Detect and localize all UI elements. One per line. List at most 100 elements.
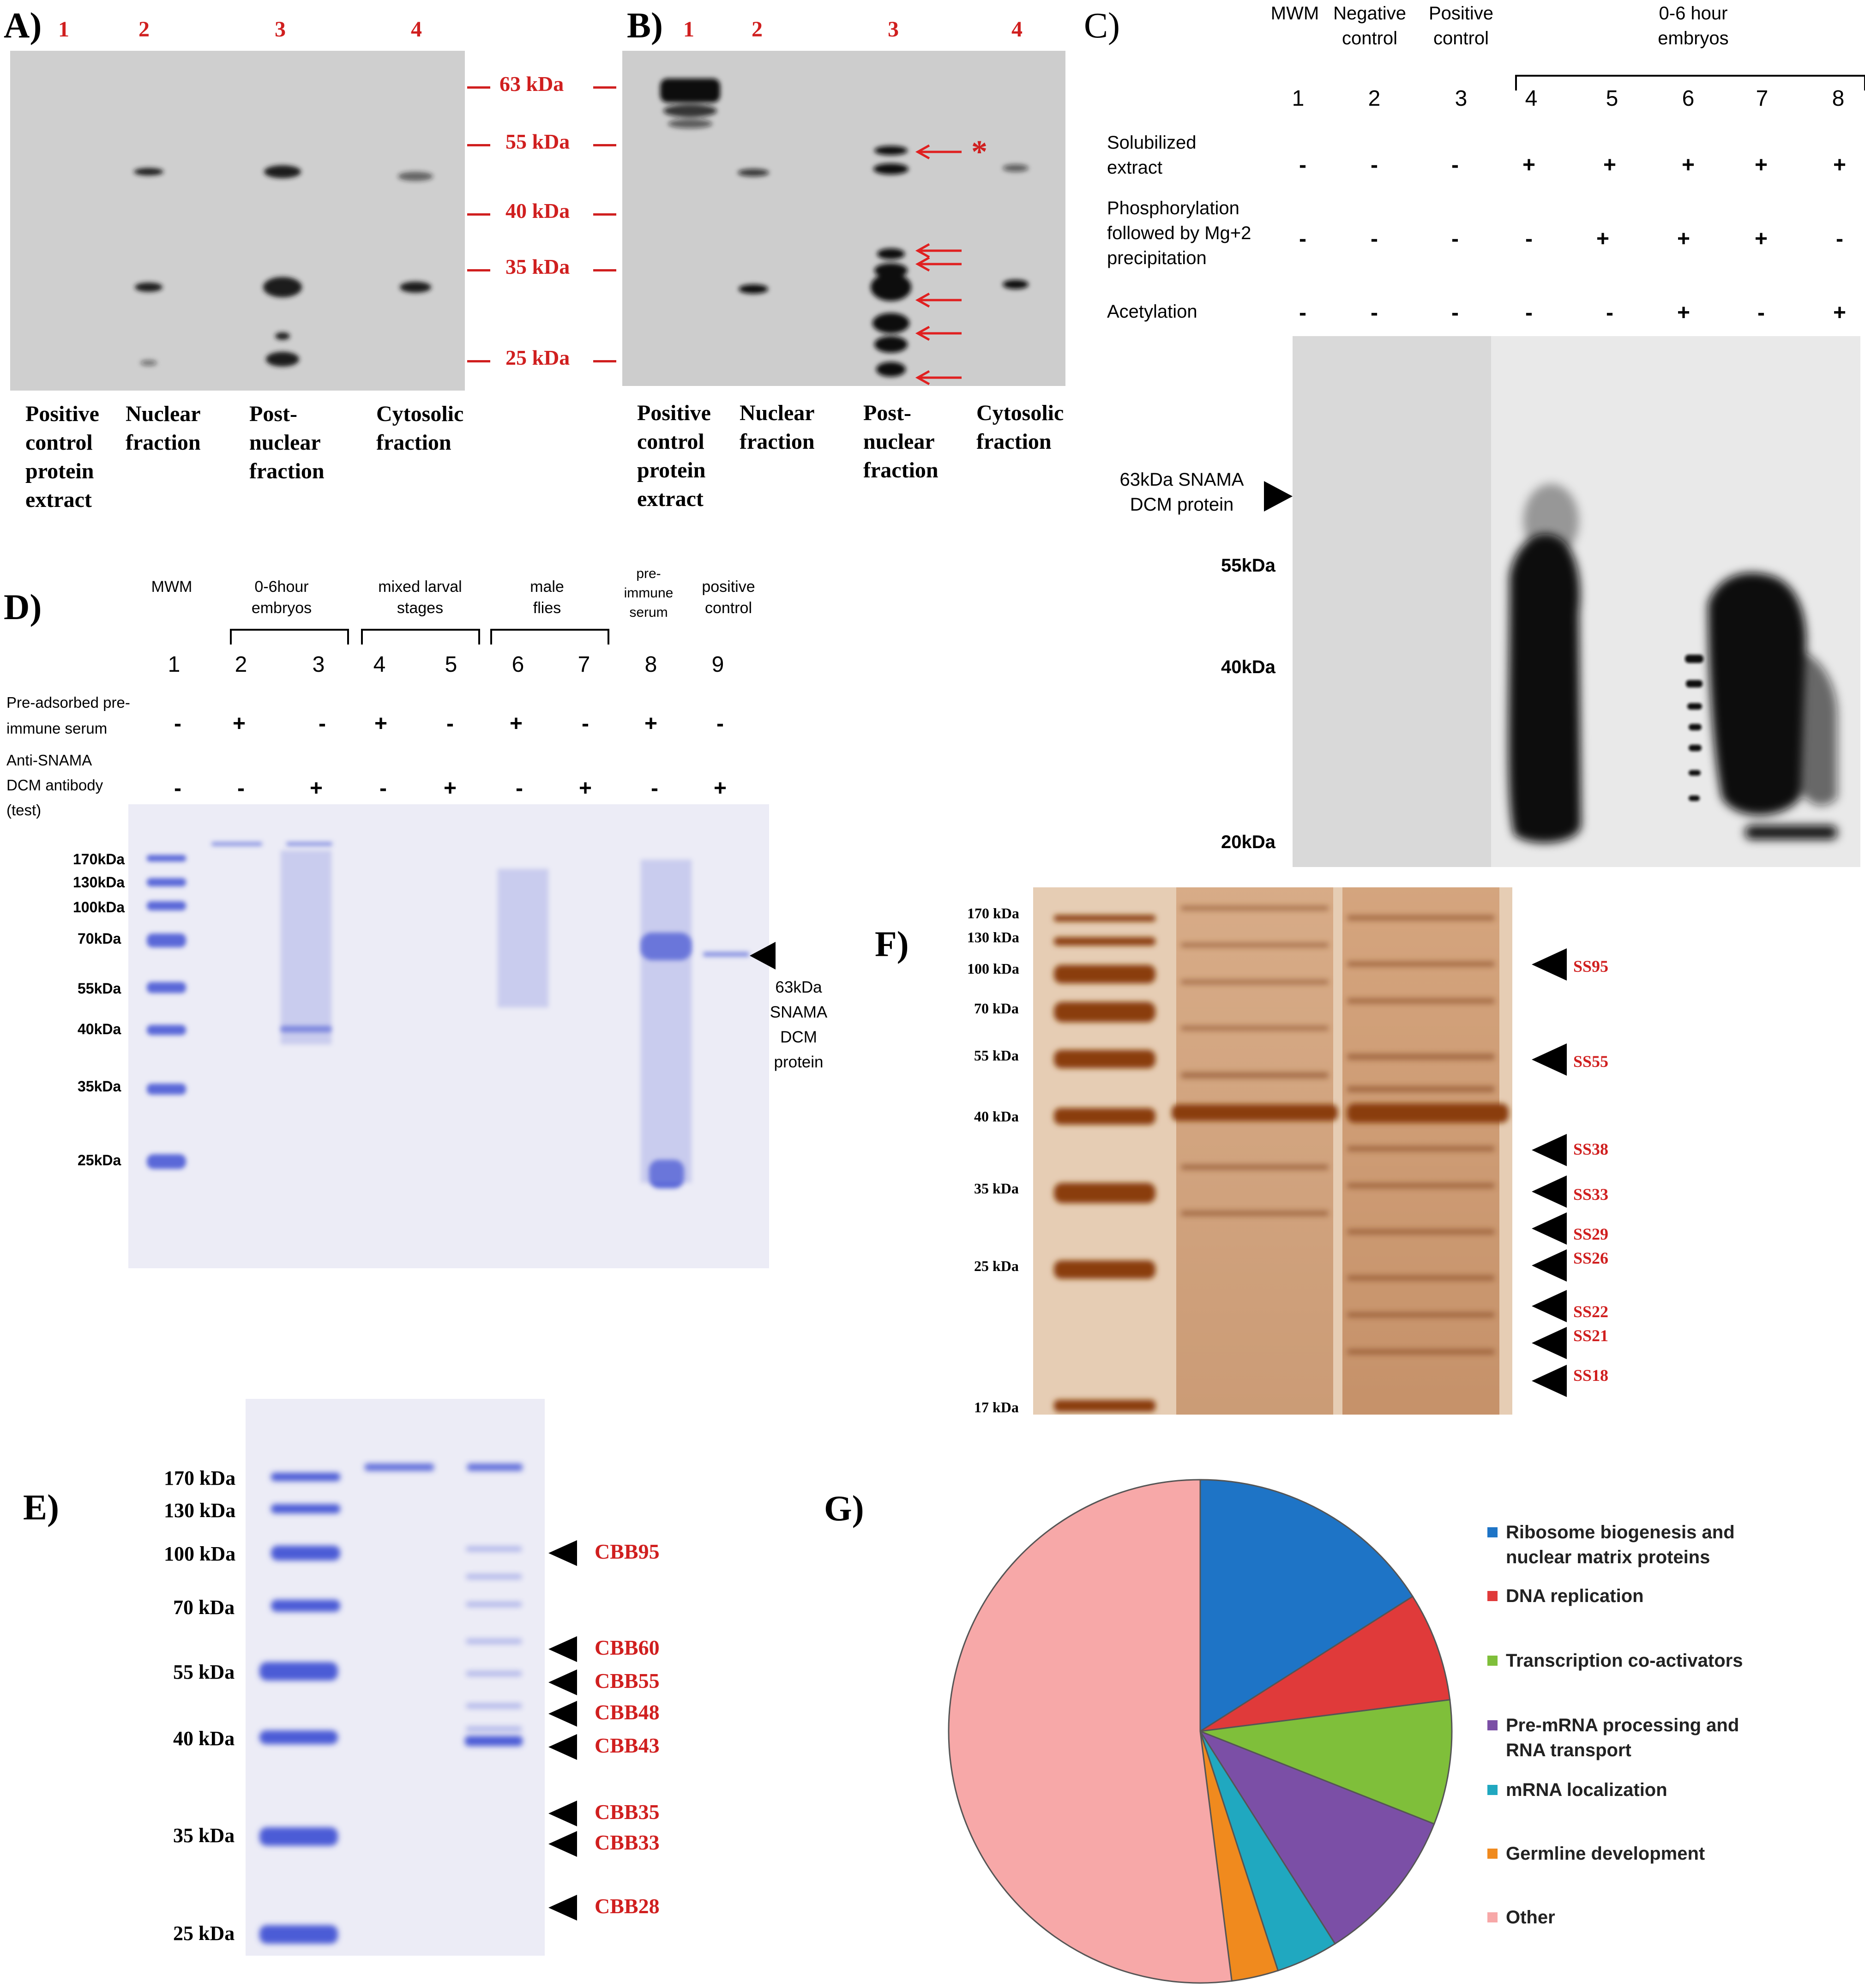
band <box>874 146 908 155</box>
panel-b-lane-2: 2 <box>752 17 763 42</box>
coomassie-gel-e <box>246 1399 545 1956</box>
lane-num: 6 <box>511 652 524 677</box>
arrow-icon <box>548 1636 577 1662</box>
marker: 170 kDa <box>967 905 1019 922</box>
panel-d-header-larval: mixed larval stages <box>378 578 462 617</box>
panel-d-header-male: male flies <box>530 578 564 617</box>
legend-swatch <box>1487 1912 1498 1922</box>
band-label: CBB48 <box>595 1700 660 1724</box>
panel-c-arrow-label: 63kDa SNAMA DCM protein <box>1119 470 1244 515</box>
marker: 25 kDa <box>974 1258 1019 1274</box>
marker: 70 kDa <box>173 1596 235 1619</box>
western-blot-c <box>1293 336 1860 867</box>
panel-c-header-positive: Positive control <box>1428 3 1494 48</box>
pm: + <box>1754 153 1768 177</box>
pie-slice <box>1200 1595 1451 1732</box>
panel-a-lane-3: 3 <box>275 17 286 42</box>
panel-c-header-mwm: MWM <box>1270 3 1319 24</box>
band-label: SS33 <box>1573 1185 1609 1204</box>
pm: - <box>319 711 326 736</box>
arrow-icon <box>1532 1212 1567 1245</box>
marker: 130kDa <box>73 874 125 891</box>
panel-b-lane-4: 4 <box>1011 17 1023 42</box>
arrow-icon <box>548 1831 577 1857</box>
lane-num: 3 <box>312 652 325 677</box>
pie-slice <box>1198 1729 1435 1945</box>
pm: + <box>1677 301 1691 325</box>
arrow-icon <box>1532 1249 1567 1282</box>
panel-d-header-preimmune: pre-immune serum <box>624 566 674 620</box>
pm: + <box>443 776 457 801</box>
band <box>739 284 768 294</box>
band <box>660 78 720 102</box>
band <box>871 273 911 301</box>
panel-c-bracket <box>1515 75 1865 90</box>
pm: - <box>1606 301 1613 325</box>
panel-c-label: C) <box>1084 5 1120 45</box>
red-arrows <box>915 144 962 386</box>
band-label: SS55 <box>1573 1052 1609 1071</box>
arrow-icon <box>548 1801 577 1826</box>
panel-a-caption-4: Cytosolic fraction <box>376 402 464 455</box>
western-blot-b <box>622 51 1065 386</box>
band-label: CBB95 <box>595 1540 660 1563</box>
band-label: CBB28 <box>595 1894 660 1918</box>
pm: - <box>582 711 589 736</box>
band <box>398 172 433 181</box>
marker: 40 kDa <box>974 1108 1019 1125</box>
marker: 70kDa <box>78 930 121 947</box>
pm: - <box>1371 153 1378 177</box>
marker: 70 kDa <box>974 1000 1019 1017</box>
pm: + <box>578 776 592 801</box>
band-label: SS22 <box>1573 1302 1609 1321</box>
lane-num: 1 <box>1292 86 1305 111</box>
band-label: CBB55 <box>595 1669 660 1693</box>
pm: + <box>1681 153 1695 177</box>
panel-a-caption-1: Positive control protein extract <box>25 402 99 512</box>
panel-a-caption-2: Nuclear fraction <box>126 402 201 455</box>
panel-c-header-negative: Negative control <box>1333 3 1406 48</box>
band-label: SS38 <box>1573 1140 1609 1158</box>
panel-b-caption-3: Post-nuclear fraction <box>863 401 939 482</box>
panel-a-lane-2: 2 <box>138 17 150 42</box>
panel-a-caption-3: Post-nuclear fraction <box>249 402 325 483</box>
pm: + <box>713 776 727 801</box>
band-label: SS29 <box>1573 1225 1609 1243</box>
band-label: SS95 <box>1573 957 1609 976</box>
panel-c-arrowhead <box>1264 481 1293 512</box>
panel-d-header-mwm: MWM <box>151 578 193 596</box>
marker: 55kDa <box>78 980 121 997</box>
band-label: CBB35 <box>595 1800 660 1824</box>
marker: 25 kDa <box>173 1922 235 1945</box>
band <box>877 248 905 259</box>
marker-55: 55 kDa <box>505 130 570 153</box>
pm: - <box>1525 227 1533 251</box>
panel-b-lane-1: 1 <box>683 17 694 42</box>
panel-d-bracket-2 <box>361 629 480 645</box>
lane-num: 7 <box>578 652 590 677</box>
arrow-icon <box>1532 1043 1567 1076</box>
marker: 25kDa <box>78 1152 121 1169</box>
panel-c-header-group: 0-6 hour embryos <box>1658 3 1729 48</box>
marker: 100 kDa <box>164 1542 236 1565</box>
arrow-icon <box>548 1734 577 1760</box>
band <box>874 263 908 278</box>
lane-num: 7 <box>1756 86 1769 111</box>
pm: - <box>379 776 387 801</box>
pm: + <box>309 776 323 801</box>
band <box>1003 164 1029 172</box>
panel-c-marker-40: 40kDa <box>1221 657 1275 677</box>
lane-num: 5 <box>445 652 457 677</box>
legend-swatch <box>1487 1720 1498 1730</box>
legend-label: Other <box>1506 1907 1555 1928</box>
panel-d-bracket-1 <box>230 629 349 645</box>
lane-num: 1 <box>168 652 180 677</box>
panel-a-label: A) <box>4 5 42 45</box>
marker-40: 40 kDa <box>505 199 570 223</box>
marker: 55 kDa <box>173 1661 235 1683</box>
lane-num: 8 <box>1832 86 1845 111</box>
pm: + <box>644 711 658 736</box>
arrow-icon <box>548 1895 577 1921</box>
band <box>400 282 431 293</box>
band-label: SS18 <box>1573 1366 1609 1385</box>
